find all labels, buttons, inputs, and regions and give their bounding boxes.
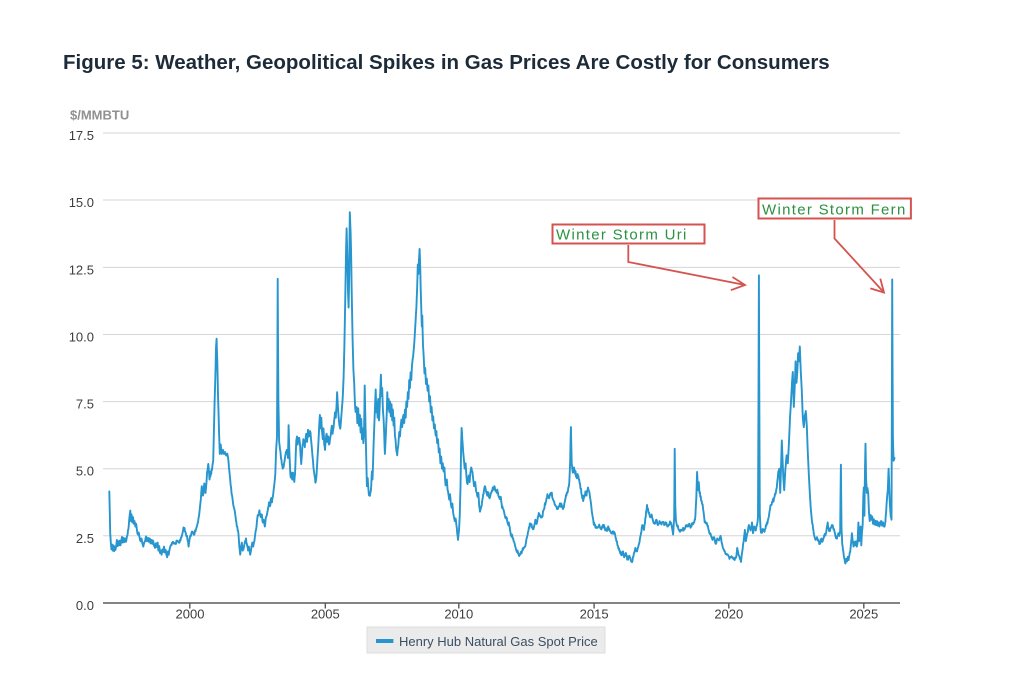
- svg-text:10.0: 10.0: [69, 330, 94, 345]
- svg-text:0.0: 0.0: [76, 598, 94, 613]
- svg-text:Henry Hub Natural Gas Spot Pri: Henry Hub Natural Gas Spot Price: [399, 634, 598, 649]
- svg-text:2010: 2010: [444, 607, 473, 622]
- svg-text:$/MMBTU: $/MMBTU: [70, 108, 129, 123]
- svg-text:Winter Storm Uri: Winter Storm Uri: [556, 227, 688, 244]
- svg-text:12.5: 12.5: [69, 262, 94, 277]
- svg-text:7.5: 7.5: [76, 397, 94, 412]
- svg-text:2015: 2015: [580, 607, 609, 622]
- svg-text:2025: 2025: [849, 607, 878, 622]
- svg-text:2000: 2000: [176, 607, 205, 622]
- svg-text:Winter Storm Fern: Winter Storm Fern: [762, 202, 907, 219]
- svg-text:2.5: 2.5: [76, 531, 94, 546]
- svg-text:17.5: 17.5: [69, 128, 94, 143]
- svg-text:2020: 2020: [714, 607, 743, 622]
- svg-text:5.0: 5.0: [76, 464, 94, 479]
- svg-text:15.0: 15.0: [69, 195, 94, 210]
- svg-text:2005: 2005: [311, 607, 340, 622]
